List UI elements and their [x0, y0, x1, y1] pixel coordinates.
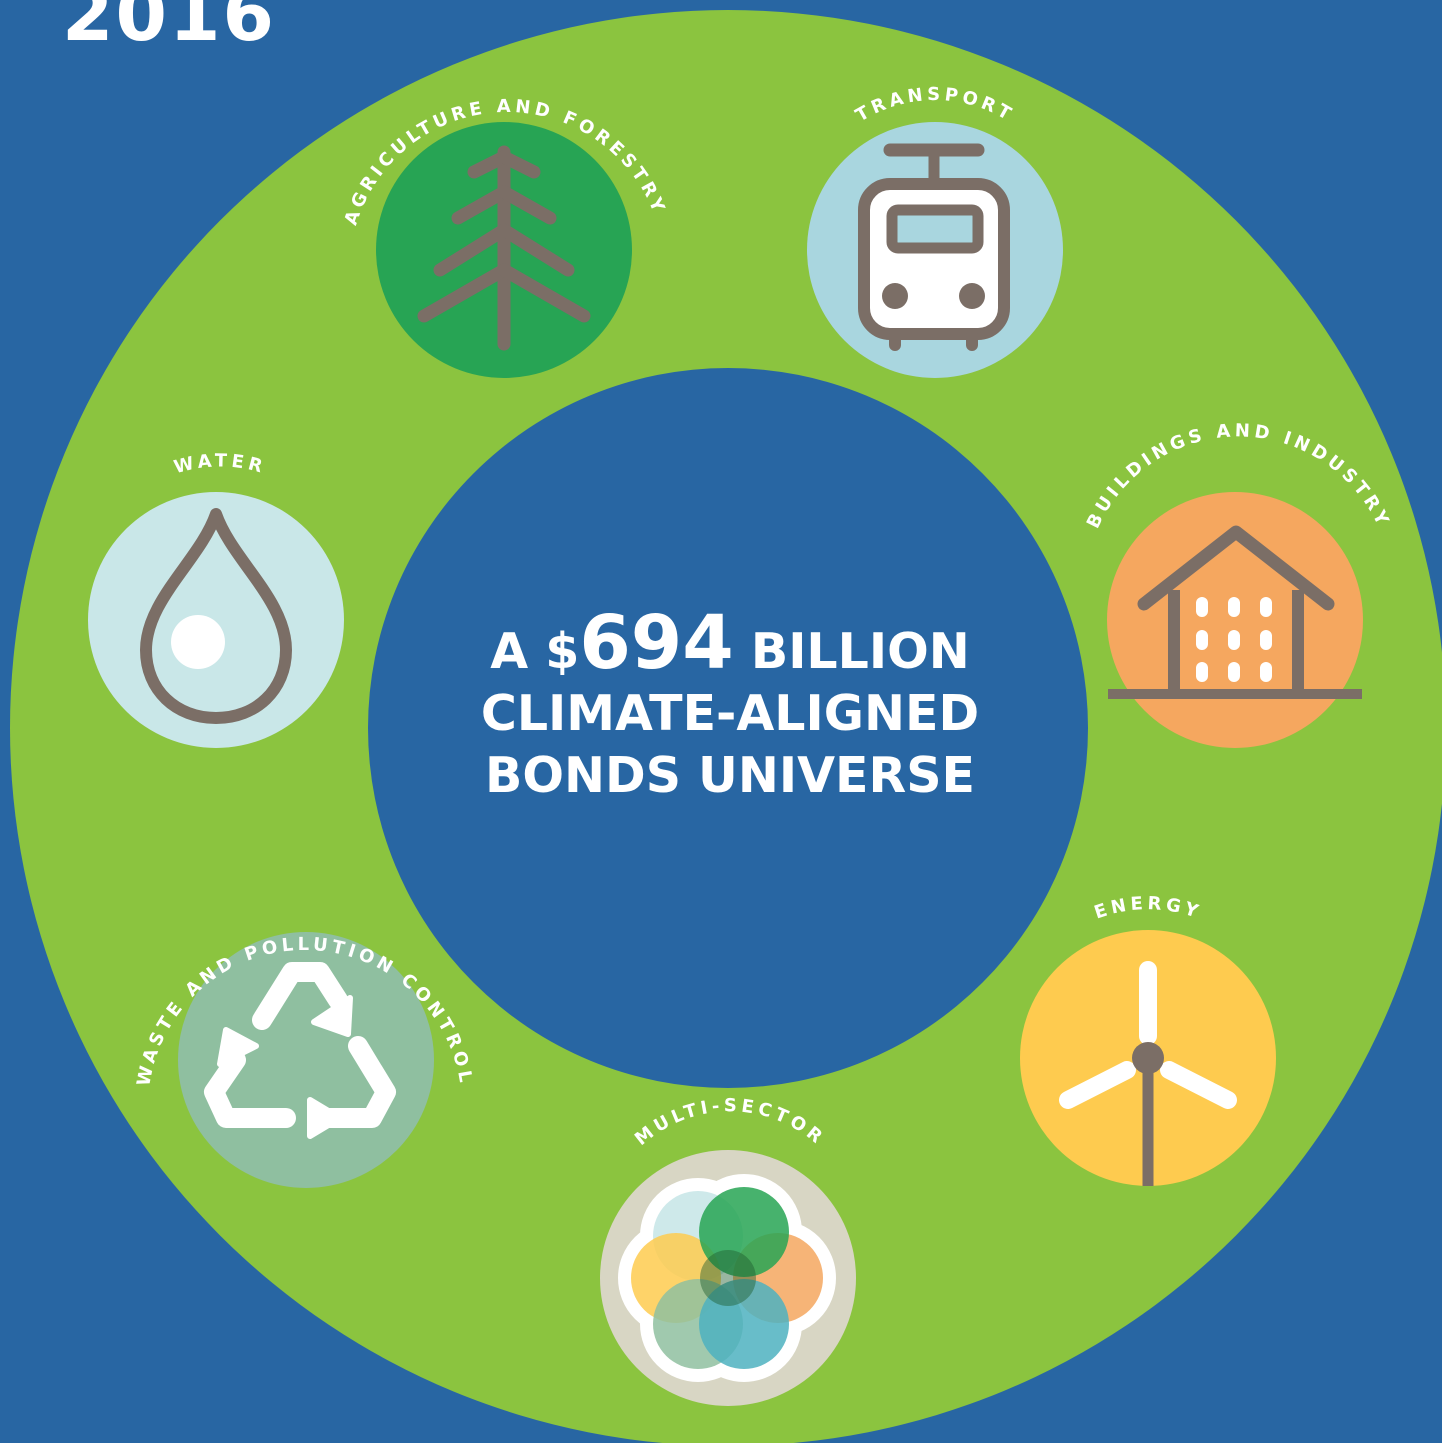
headline: A $694 BILLION CLIMATE-ALIGNED BONDS UNI…: [380, 606, 1080, 807]
headline-amount: 694: [579, 600, 734, 686]
headline-prefix: A $: [490, 623, 580, 680]
year-title: 2016: [62, 0, 276, 58]
recycle-icon: [204, 962, 396, 1139]
headline-line-1: A $694 BILLION: [380, 606, 1080, 683]
water-drop-highlight: [171, 615, 225, 669]
overlapping-circles-icon: [618, 1174, 836, 1382]
sector-energy: ENERGY: [1020, 893, 1276, 1186]
tree-icon: [417, 145, 591, 351]
inner-circle: [368, 368, 1088, 1088]
headline-line-3: BONDS UNIVERSE: [485, 747, 975, 804]
headline-line-2: CLIMATE-ALIGNED: [480, 685, 980, 742]
wind-turbine-icon: [1059, 961, 1237, 1186]
tram-icon: [858, 143, 1010, 351]
building-icon: [1108, 525, 1362, 699]
water-drop-icon: [140, 508, 292, 724]
headline-suffix: BILLION: [733, 623, 970, 680]
